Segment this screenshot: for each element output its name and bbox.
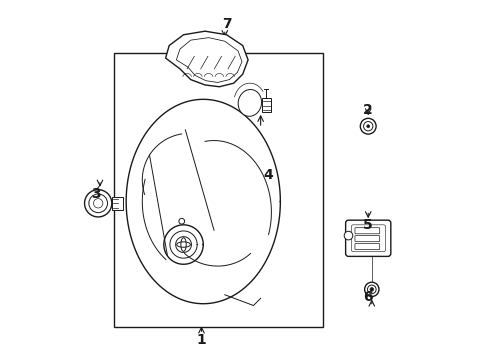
Circle shape — [344, 231, 352, 240]
Text: 7: 7 — [221, 17, 231, 31]
Circle shape — [84, 190, 112, 217]
Bar — [113, 53, 323, 327]
Circle shape — [369, 288, 373, 291]
Circle shape — [360, 118, 375, 134]
Bar — [112, 197, 122, 211]
Circle shape — [364, 282, 378, 297]
Text: 5: 5 — [363, 218, 372, 232]
Text: 3: 3 — [91, 187, 100, 201]
Text: 1: 1 — [196, 333, 206, 347]
FancyBboxPatch shape — [345, 220, 390, 256]
Text: 4: 4 — [263, 168, 272, 182]
Bar — [262, 98, 271, 112]
Ellipse shape — [238, 90, 261, 116]
Text: 6: 6 — [363, 289, 372, 303]
Text: 2: 2 — [363, 103, 372, 117]
Circle shape — [366, 125, 369, 128]
Polygon shape — [165, 31, 247, 87]
